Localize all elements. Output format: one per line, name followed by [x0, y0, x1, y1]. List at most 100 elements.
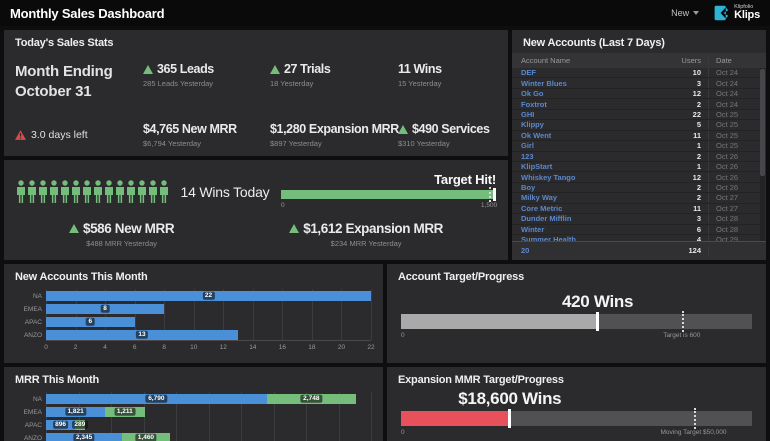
account-name-link[interactable]: Milky Way — [521, 193, 557, 203]
account-name-link[interactable]: Winter Blues — [521, 78, 567, 88]
person-icon — [137, 180, 147, 204]
account-name-link[interactable]: Klippy — [521, 120, 544, 130]
account-name-link[interactable]: Girl — [521, 141, 534, 151]
gridline — [306, 392, 307, 441]
gridline — [241, 392, 242, 441]
date-cell: Oct 25 — [708, 109, 752, 119]
value-label: 8 — [100, 304, 110, 313]
stat-block: 365 Leads 285 Leads Yesterday — [143, 62, 270, 101]
axis-min-label: 0 — [401, 429, 405, 436]
bar-segment: 1,460 — [122, 432, 170, 441]
value-label: 289 — [71, 420, 88, 429]
bar: 6 — [46, 316, 135, 327]
stat-value: $490 Services — [412, 122, 490, 136]
stat-sub-label: 18 Yesterday — [270, 79, 314, 88]
users-cell: 10 — [692, 68, 701, 78]
tick-label: 18 — [308, 344, 316, 351]
account-name-link[interactable]: Ok Went — [521, 130, 552, 140]
gauge-fill — [281, 190, 495, 199]
gridline — [371, 289, 372, 340]
chevron-down-icon — [693, 11, 700, 15]
account-name-link[interactable]: GHI — [521, 109, 535, 119]
account-name-link[interactable]: Ok Go — [521, 89, 544, 99]
account-name-link[interactable]: KlipStart — [521, 162, 553, 172]
table-row: Winter Blues 3 Oct 24 — [512, 78, 766, 89]
table-row: Whiskey Tango 12 Oct 26 — [512, 172, 766, 183]
account-name-link[interactable]: Winter — [521, 224, 545, 234]
account-target-panel: Account Target/Progress 420 Wins 0 Target … — [387, 264, 766, 363]
value-label: 1,821 — [64, 407, 87, 416]
gauge-marker — [492, 188, 497, 201]
trend-up-icon — [398, 124, 408, 134]
users-cell: 12 — [692, 89, 701, 99]
stat-sub-label: 285 Leads Yesterday — [143, 79, 214, 88]
column-header-users[interactable]: Users — [681, 56, 701, 65]
footer-date-empty — [708, 246, 752, 255]
account-name-link[interactable]: DEF — [521, 68, 536, 78]
gauge-axis-labels: 0 Target is 600 — [401, 329, 752, 342]
scrollbar-thumb[interactable] — [760, 69, 765, 177]
users-cell: 2 — [696, 151, 701, 161]
table-row: Girl 1 Oct 25 — [512, 141, 766, 152]
bar: 22 — [46, 290, 371, 301]
trend-up-icon — [289, 224, 300, 233]
gauge-bar — [401, 311, 752, 332]
users-cell: 1 — [696, 162, 701, 172]
table-row: Winter 6 Oct 28 — [512, 224, 766, 235]
bar-row: EMEA 1,821 1,211 — [24, 405, 371, 418]
table-row: Boy 2 Oct 26 — [512, 183, 766, 194]
account-name-link[interactable]: Whiskey Tango — [521, 172, 576, 182]
table-row: GHI 22 Oct 25 — [512, 109, 766, 121]
klipfolio-logo[interactable]: Klipfolio Klips — [713, 4, 760, 22]
account-name-link[interactable]: Dunder Mifflin — [521, 214, 572, 224]
gridline — [273, 392, 275, 441]
bar: 13 — [46, 329, 239, 340]
account-name-link[interactable]: Core Metric — [521, 203, 563, 213]
gridline — [282, 289, 284, 340]
gridline — [371, 392, 372, 441]
tick-label: 2 — [73, 344, 78, 351]
value-label: 2,345 — [73, 433, 95, 441]
stat-sub-label: $897 Yesterday — [270, 139, 322, 148]
date-cell: Oct 26 — [708, 183, 752, 193]
table-row: 123 2 Oct 26 — [512, 151, 766, 162]
table-row: DEF 10 Oct 24 — [512, 68, 766, 79]
todays-sales-stats-panel: Today's Sales Stats Month Ending October… — [4, 30, 508, 156]
target-label: Target is 600 — [663, 332, 701, 339]
value-label: 896 — [52, 420, 69, 429]
account-name-link[interactable]: Boy — [521, 183, 536, 193]
new-menu-dropdown[interactable]: New — [671, 8, 700, 18]
stat-sub-label: $234 MRR Yesterday — [330, 239, 402, 248]
bar-segment: 1,211 — [105, 406, 145, 417]
bar: 8 — [46, 303, 165, 314]
category-label: EMEA — [23, 408, 42, 416]
account-name-link[interactable]: 123 — [521, 151, 534, 161]
person-icon — [38, 180, 48, 204]
new-menu-label: New — [671, 8, 690, 18]
column-header-date[interactable]: Date — [708, 56, 752, 65]
table-header-row: Account Name Users Date — [512, 53, 766, 68]
category-label: NA — [32, 395, 42, 403]
stat-value: 365 Leads — [157, 62, 214, 76]
wins-today-panel: 14 Wins Today Target Hit! 0 1,500 $586 New… — [4, 160, 508, 260]
wins-target-gauge: Target Hit! 0 1,500 — [281, 172, 498, 212]
account-name-link[interactable]: Summer Health — [521, 235, 577, 241]
account-name-link[interactable]: Foxtrot — [521, 99, 547, 109]
users-cell: 2 — [696, 183, 701, 193]
table-row: KlipStart 1 Oct 26 — [512, 162, 766, 173]
value-label: 1,460 — [135, 433, 157, 441]
stat-value: $4,765 New MRR — [143, 122, 237, 136]
gridline — [78, 392, 80, 441]
axis-max-label: 1,500 — [480, 202, 498, 209]
wins-today-label: 14 Wins Today — [180, 184, 270, 200]
wins-people-icons — [16, 180, 169, 204]
gauge-bar — [281, 187, 497, 202]
person-icon — [27, 180, 37, 204]
gridline — [143, 392, 145, 441]
date-cell: Oct 27 — [708, 193, 752, 203]
gridline — [75, 289, 77, 340]
date-cell: Oct 24 — [708, 89, 752, 99]
column-header-account-name[interactable]: Account Name — [521, 56, 571, 65]
person-icon — [49, 180, 59, 204]
mrr-stacked-bar-chart: NA 6,790 2,748 EMEA 1,821 1,211 APAC 896 289 ANZO… — [4, 386, 383, 441]
